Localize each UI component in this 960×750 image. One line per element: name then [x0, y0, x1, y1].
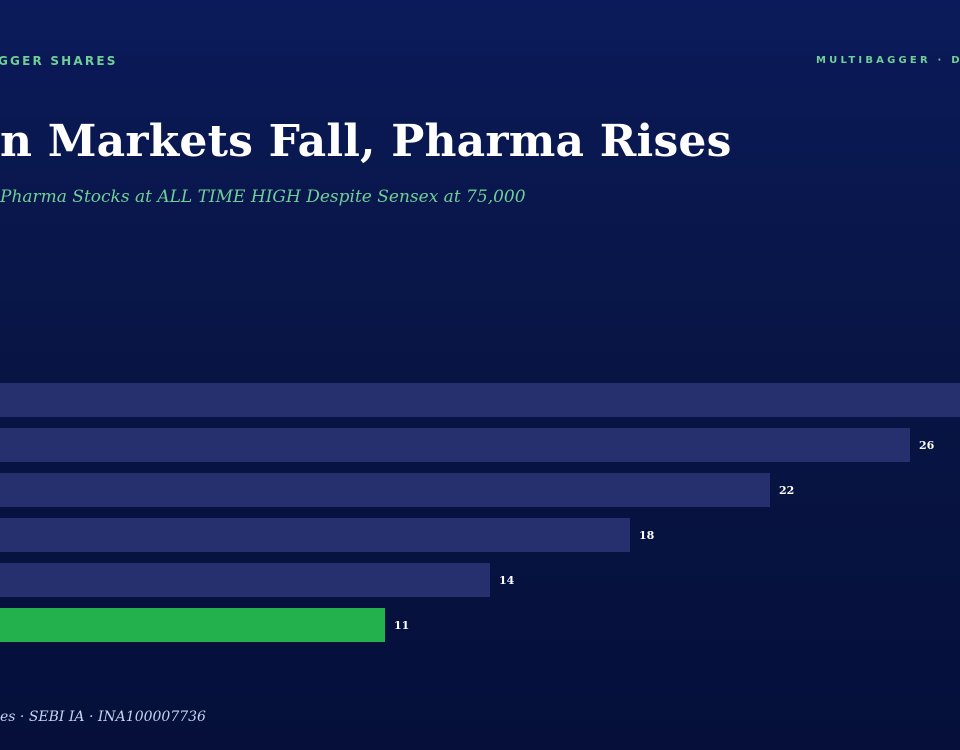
- series-kicker: MULTIBAGGER · D: [816, 55, 960, 66]
- bar-4: [0, 563, 490, 597]
- bar-value-label-1: 26: [919, 439, 935, 452]
- bar-0: [0, 383, 960, 417]
- chart-title: n Markets Fall, Pharma Rises: [0, 116, 732, 167]
- disclaimer-footer: es · SEBI IA · INA100007736: [0, 709, 206, 725]
- brand-kicker: GGER SHARES: [0, 54, 118, 68]
- bar-5: [0, 608, 385, 642]
- bar-value-label-2: 22: [779, 484, 794, 497]
- bar-value-label-3: 18: [639, 529, 655, 542]
- bar-3: [0, 518, 630, 552]
- bar-value-label-4: 14: [499, 574, 515, 587]
- bar-value-label-5: 11: [394, 619, 409, 632]
- bar-1: [0, 428, 910, 462]
- bar-2: [0, 473, 770, 507]
- chart-subtitle: Pharma Stocks at ALL TIME HIGH Despite S…: [0, 187, 526, 207]
